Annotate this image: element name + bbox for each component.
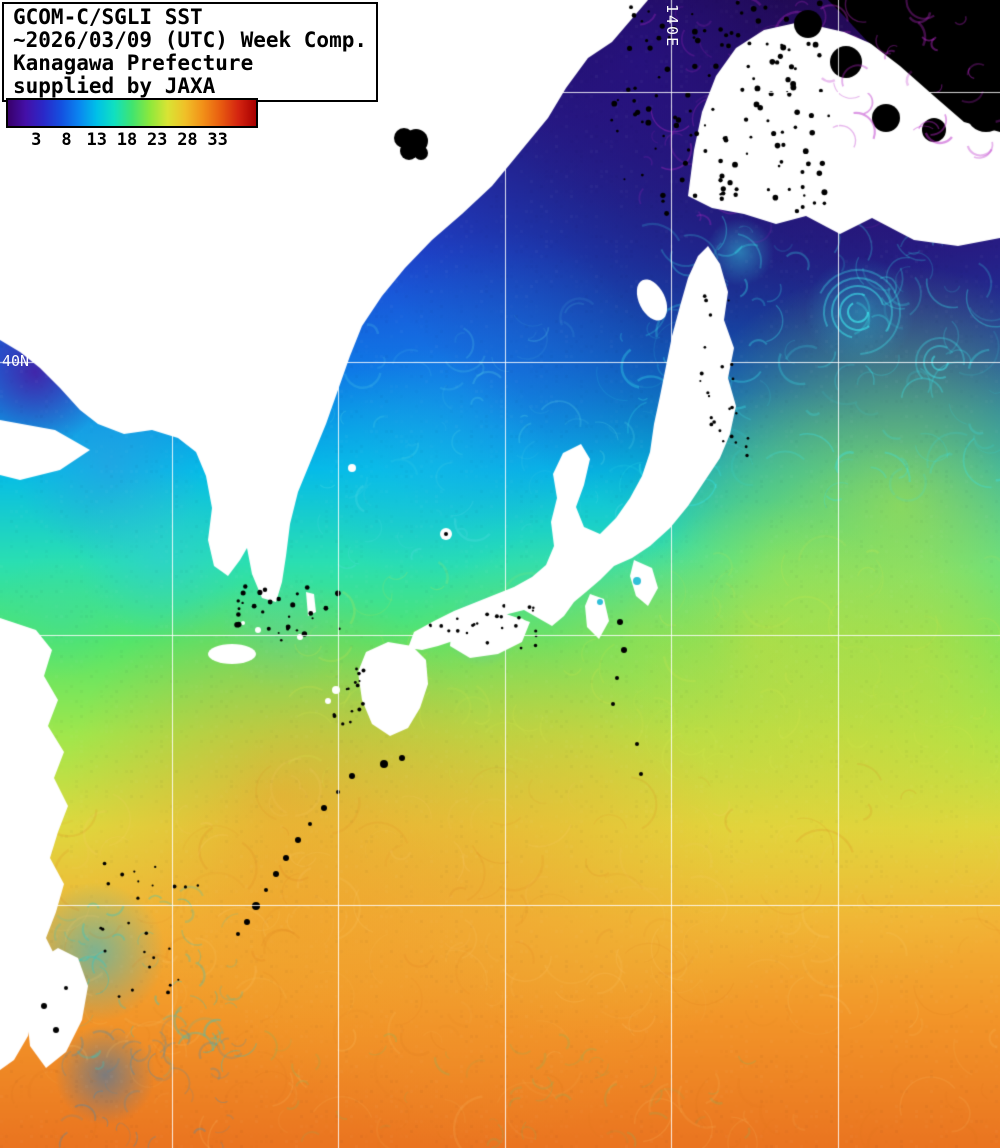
latitude-label: 40N [2,352,30,370]
legend-tick: 13 [86,130,107,150]
legend-tick: 8 [61,130,72,150]
temperature-colorbar [6,98,258,128]
legend-ticks: 3 8 13 18 23 28 33 [6,130,258,156]
legend-tick: 33 [207,130,228,150]
prefecture-line: Kanagawa Prefecture [13,51,254,75]
legend-tick: 28 [177,130,198,150]
legend-tick: 23 [146,130,168,150]
credit-line: supplied by JAXA [13,74,216,98]
title-box: GCOM-C/SGLI SST ~2026/03/09 (UTC) Week C… [2,2,379,102]
longitude-label: 140E [663,4,681,49]
product-title: GCOM-C/SGLI SST [13,5,203,29]
legend-tick: 3 [31,130,42,150]
date-line: ~2026/03/09 (UTC) Week Comp. [13,28,368,52]
temperature-legend: 3 8 13 18 23 28 33 [6,98,258,156]
legend-tick: 18 [116,130,138,150]
